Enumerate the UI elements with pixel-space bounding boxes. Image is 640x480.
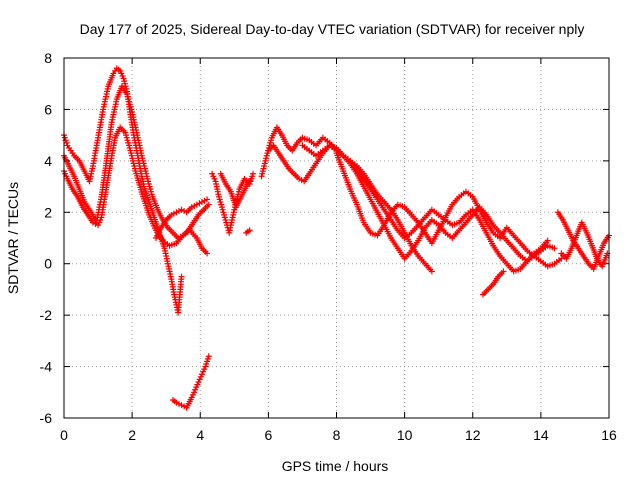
- data-point: [250, 170, 257, 177]
- data-point: [558, 255, 565, 262]
- x-axis-label: GPS time / hours: [282, 458, 389, 474]
- y-tick-label: 4: [44, 153, 52, 169]
- series-track-b: [61, 83, 212, 241]
- series-track-o: [558, 219, 611, 270]
- series-track-d: [152, 196, 211, 241]
- y-tick-label: -6: [40, 410, 53, 426]
- data-marker: [197, 373, 204, 380]
- series-line: [63, 67, 183, 314]
- data-point: [168, 211, 175, 218]
- data-point: [551, 245, 558, 252]
- plot-frame: [63, 57, 610, 419]
- x-tick-label: 14: [533, 427, 549, 443]
- x-tick-label: 0: [60, 427, 68, 443]
- series-track-e: [170, 353, 212, 411]
- series-track-k: [299, 142, 558, 265]
- x-tick-label: 10: [397, 427, 413, 443]
- data-point: [161, 245, 168, 252]
- data-marker: [126, 98, 133, 105]
- data-point: [428, 268, 435, 275]
- x-tick-label: 16: [601, 427, 617, 443]
- x-tick-label: 2: [128, 427, 136, 443]
- chart-title: Day 177 of 2025, Sidereal Day-to-day VTE…: [80, 21, 585, 37]
- data-point: [204, 250, 211, 257]
- x-tick-label: 6: [264, 427, 272, 443]
- series-track-m: [479, 268, 507, 298]
- y-tick-label: -4: [40, 359, 53, 375]
- data-marker: [204, 355, 211, 362]
- axis-ticks: 0 2 4 6 8 10 12 14 16 -6 -4 -2 0 2 4 6 8: [40, 50, 617, 443]
- data-series: [61, 65, 612, 411]
- data-point: [178, 273, 185, 280]
- y-tick-label: 8: [44, 50, 52, 66]
- y-tick-label: -2: [40, 307, 53, 323]
- y-tick-label: 6: [44, 101, 52, 117]
- series-track-a: [61, 65, 185, 316]
- data-point: [204, 196, 211, 203]
- y-tick-label: 2: [44, 204, 52, 220]
- data-point: [205, 201, 212, 208]
- data-point: [544, 237, 551, 244]
- series-track-h: [243, 227, 253, 236]
- data-point: [192, 386, 199, 393]
- data-point: [139, 155, 146, 162]
- x-tick-label: 12: [465, 427, 481, 443]
- series-track-l: [333, 150, 565, 270]
- data-point: [205, 353, 212, 360]
- data-point: [246, 227, 253, 234]
- y-axis-label: SDTVAR / TECUs: [5, 182, 21, 294]
- series-track-g: [217, 170, 255, 211]
- data-point: [248, 175, 255, 182]
- y-tick-label: 0: [44, 256, 52, 272]
- data-point: [500, 268, 507, 275]
- data-marker: [122, 80, 128, 87]
- x-tick-label: 4: [196, 427, 204, 443]
- grid-lines: [64, 58, 609, 418]
- series-line: [260, 126, 433, 272]
- data-point: [263, 152, 270, 159]
- x-tick-label: 8: [333, 427, 341, 443]
- series-track-i: [258, 124, 435, 275]
